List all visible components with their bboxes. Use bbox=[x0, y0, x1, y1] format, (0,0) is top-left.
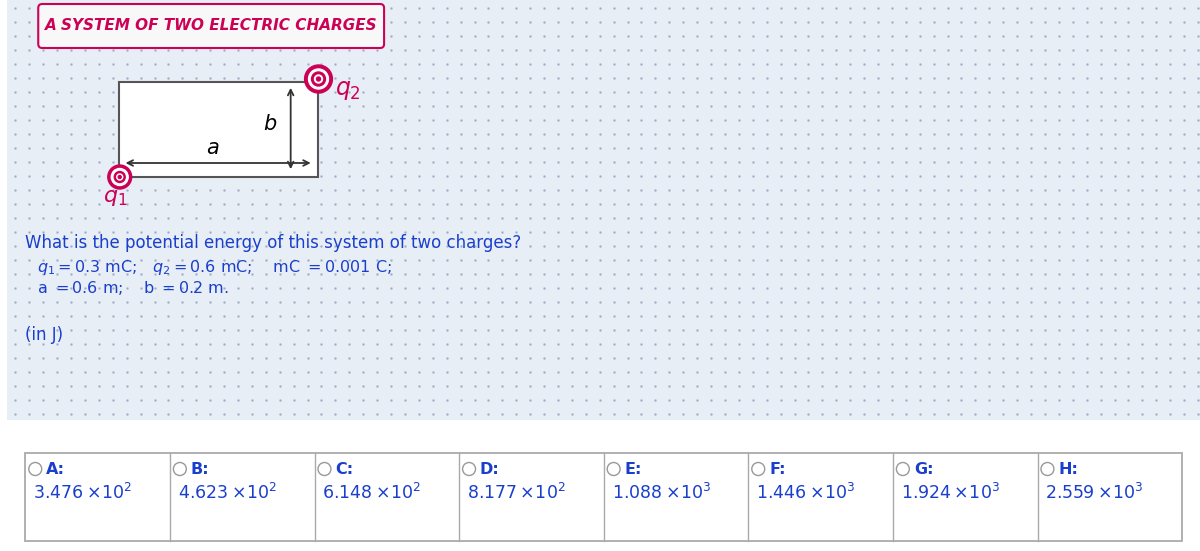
Text: G:: G: bbox=[913, 462, 934, 477]
Text: $q_1 = 0.3$ mC;   $q_2 = 0.6$ mC;    mC $= 0.001$ C;: $q_1 = 0.3$ mC; $q_2 = 0.6$ mC; mC $= 0.… bbox=[37, 258, 392, 277]
Bar bbox=[119, 82, 318, 177]
Text: $3.476\times\!10^{2}$: $3.476\times\!10^{2}$ bbox=[34, 483, 132, 503]
Text: A:: A: bbox=[46, 462, 65, 477]
Text: $b$: $b$ bbox=[263, 114, 277, 134]
Text: $8.177\times\!10^{2}$: $8.177\times\!10^{2}$ bbox=[467, 483, 566, 503]
Bar bbox=[7, 420, 1200, 551]
Text: $1.924\times\!10^{3}$: $1.924\times\!10^{3}$ bbox=[901, 483, 1000, 503]
Circle shape bbox=[314, 75, 323, 83]
Text: B:: B: bbox=[191, 462, 210, 477]
Text: $2.559\times\!10^{3}$: $2.559\times\!10^{3}$ bbox=[1045, 483, 1144, 503]
Text: $q_1$: $q_1$ bbox=[103, 188, 127, 208]
Text: What is the potential energy of this system of two charges?: What is the potential energy of this sys… bbox=[25, 234, 522, 252]
Text: A SYSTEM OF TWO ELECTRIC CHARGES: A SYSTEM OF TWO ELECTRIC CHARGES bbox=[44, 19, 378, 34]
Circle shape bbox=[29, 462, 42, 476]
Bar bbox=[25, 453, 1182, 541]
Text: a $= 0.6$ m;    b $= 0.2$ m.: a $= 0.6$ m; b $= 0.2$ m. bbox=[37, 279, 229, 297]
Text: $6.148\times\!10^{2}$: $6.148\times\!10^{2}$ bbox=[323, 483, 421, 503]
Text: $a$: $a$ bbox=[206, 139, 220, 158]
FancyBboxPatch shape bbox=[38, 4, 384, 48]
Circle shape bbox=[318, 462, 331, 476]
Circle shape bbox=[114, 171, 125, 182]
Text: (in J): (in J) bbox=[25, 326, 64, 344]
Circle shape bbox=[607, 462, 620, 476]
Text: $q_2$: $q_2$ bbox=[335, 78, 361, 102]
Circle shape bbox=[308, 69, 329, 89]
Text: D:: D: bbox=[480, 462, 499, 477]
Circle shape bbox=[305, 65, 332, 93]
Circle shape bbox=[1040, 462, 1054, 476]
Circle shape bbox=[174, 462, 186, 476]
Text: $4.623\times\!10^{2}$: $4.623\times\!10^{2}$ bbox=[178, 483, 277, 503]
Circle shape bbox=[751, 462, 764, 476]
Text: H:: H: bbox=[1058, 462, 1079, 477]
Circle shape bbox=[462, 462, 475, 476]
Text: F:: F: bbox=[769, 462, 786, 477]
Text: $1.088\times\!10^{3}$: $1.088\times\!10^{3}$ bbox=[612, 483, 710, 503]
Text: C:: C: bbox=[335, 462, 354, 477]
Circle shape bbox=[119, 176, 121, 179]
Text: $1.446\times\!10^{3}$: $1.446\times\!10^{3}$ bbox=[756, 483, 856, 503]
Circle shape bbox=[112, 169, 128, 186]
Circle shape bbox=[108, 165, 132, 189]
Text: E:: E: bbox=[624, 462, 642, 477]
Circle shape bbox=[116, 174, 122, 180]
Circle shape bbox=[312, 72, 325, 86]
Circle shape bbox=[896, 462, 910, 476]
Bar bbox=[7, 0, 1200, 420]
Circle shape bbox=[317, 77, 320, 81]
